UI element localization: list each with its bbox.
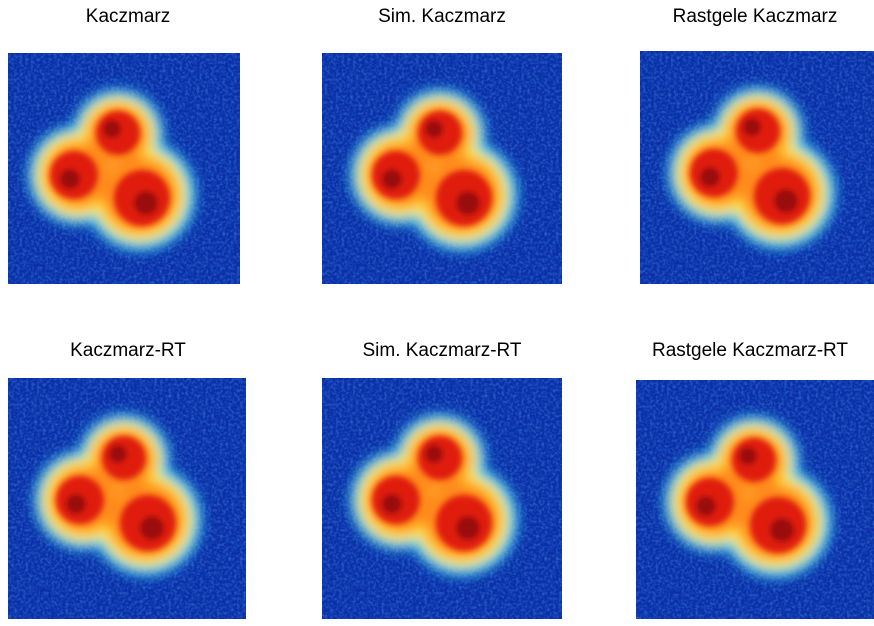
reconstruction-image <box>634 378 874 619</box>
panel-title: Kaczmarz-RT <box>0 340 278 362</box>
panel-title: Sim. Kaczmarz-RT <box>292 340 592 362</box>
panel-title: Sim. Kaczmarz <box>292 6 592 28</box>
reconstruction-image <box>8 378 248 619</box>
panel-title: Kaczmarz <box>0 6 278 28</box>
panel-title: Rastgele Kaczmarz-RT <box>600 340 874 362</box>
reconstruction-image <box>8 43 248 284</box>
reconstruction-image <box>322 378 562 619</box>
reconstruction-image <box>322 43 562 284</box>
figure: Kaczmarz Sim. Kaczmarz Rastgele Kaczmarz… <box>0 0 874 626</box>
reconstruction-image <box>634 43 874 284</box>
panel-title: Rastgele Kaczmarz <box>605 6 874 28</box>
